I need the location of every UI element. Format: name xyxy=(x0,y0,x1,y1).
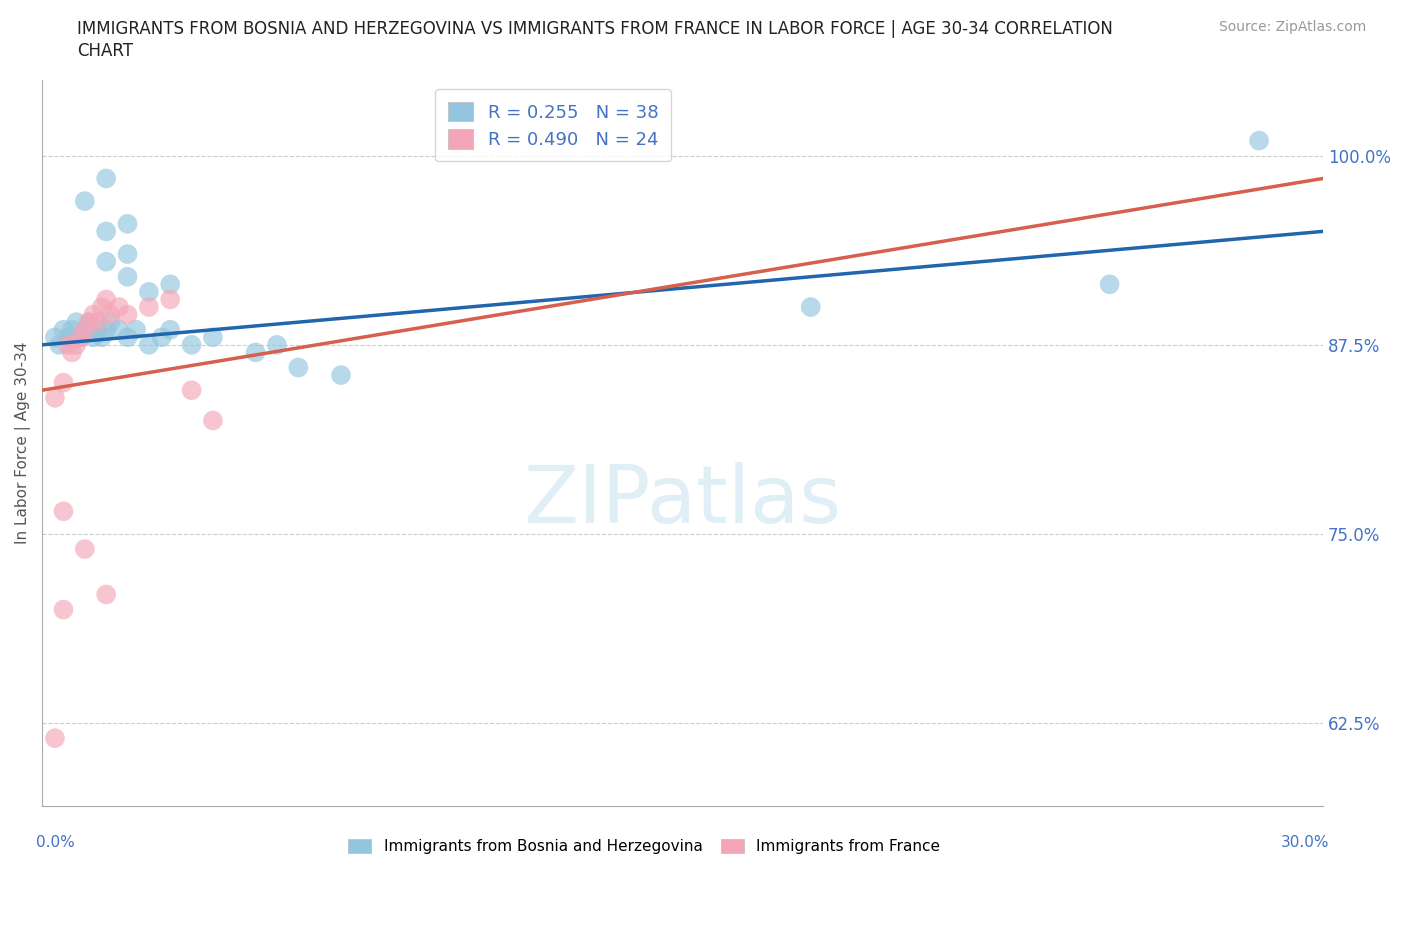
Text: 0.0%: 0.0% xyxy=(35,835,75,850)
Point xyxy=(1098,277,1121,292)
Point xyxy=(159,277,181,292)
Point xyxy=(159,323,181,338)
Point xyxy=(96,587,118,602)
Point xyxy=(73,193,96,208)
Point xyxy=(56,338,79,352)
Point xyxy=(77,314,100,329)
Legend: R = 0.255   N = 38, R = 0.490   N = 24: R = 0.255 N = 38, R = 0.490 N = 24 xyxy=(436,89,671,162)
Point xyxy=(65,338,87,352)
Point xyxy=(96,292,118,307)
Point xyxy=(138,299,160,314)
Point xyxy=(180,383,202,398)
Point xyxy=(82,307,104,322)
Text: Source: ZipAtlas.com: Source: ZipAtlas.com xyxy=(1219,20,1367,34)
Point xyxy=(65,314,87,329)
Point xyxy=(117,246,139,261)
Point xyxy=(800,299,823,314)
Point xyxy=(96,323,118,338)
Point xyxy=(44,391,66,405)
Text: IMMIGRANTS FROM BOSNIA AND HERZEGOVINA VS IMMIGRANTS FROM FRANCE IN LABOR FORCE : IMMIGRANTS FROM BOSNIA AND HERZEGOVINA V… xyxy=(77,20,1114,38)
Point xyxy=(266,338,288,352)
Point xyxy=(108,299,131,314)
Point xyxy=(138,338,160,352)
Point xyxy=(69,330,91,345)
Point xyxy=(100,307,122,322)
Point xyxy=(180,338,202,352)
Point xyxy=(117,270,139,285)
Point xyxy=(73,323,96,338)
Point xyxy=(96,254,118,269)
Point xyxy=(96,224,118,239)
Point xyxy=(245,345,267,360)
Point xyxy=(108,323,131,338)
Point xyxy=(73,323,96,338)
Point xyxy=(52,323,75,338)
Point xyxy=(56,330,79,345)
Point xyxy=(90,299,112,314)
Text: ZIPatlas: ZIPatlas xyxy=(523,462,842,540)
Point xyxy=(60,323,83,338)
Point xyxy=(125,323,148,338)
Point xyxy=(100,314,122,329)
Point xyxy=(138,285,160,299)
Point xyxy=(52,504,75,519)
Point xyxy=(48,338,70,352)
Point xyxy=(117,307,139,322)
Point xyxy=(201,330,224,345)
Point xyxy=(44,731,66,746)
Text: CHART: CHART xyxy=(77,42,134,60)
Point xyxy=(77,314,100,329)
Point xyxy=(86,314,108,329)
Point xyxy=(201,413,224,428)
Text: 30.0%: 30.0% xyxy=(1281,835,1330,850)
Point xyxy=(60,345,83,360)
Point xyxy=(1249,133,1271,148)
Point xyxy=(73,541,96,556)
Point xyxy=(52,375,75,390)
Point xyxy=(52,602,75,617)
Point xyxy=(117,330,139,345)
Point xyxy=(330,367,353,382)
Point xyxy=(69,330,91,345)
Point xyxy=(159,292,181,307)
Point xyxy=(90,330,112,345)
Point xyxy=(86,323,108,338)
Point xyxy=(44,330,66,345)
Point xyxy=(117,217,139,232)
Point xyxy=(150,330,173,345)
Point xyxy=(287,360,309,375)
Y-axis label: In Labor Force | Age 30-34: In Labor Force | Age 30-34 xyxy=(15,342,31,544)
Point xyxy=(96,171,118,186)
Point xyxy=(82,330,104,345)
